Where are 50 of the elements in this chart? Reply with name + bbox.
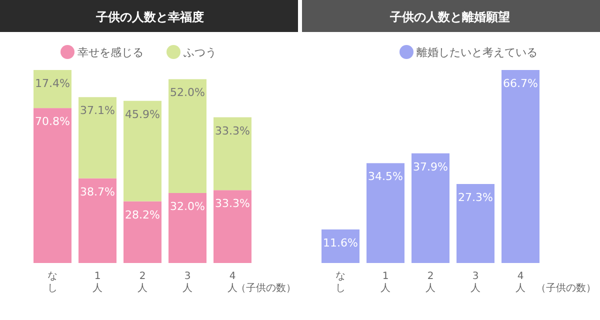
data-label: 52.0%	[170, 86, 205, 100]
bar	[456, 184, 494, 263]
bar	[502, 70, 540, 263]
chart-title: 子供の人数と離婚願望	[389, 10, 510, 24]
bar	[34, 108, 72, 263]
x-tick-label: 3人	[470, 271, 480, 294]
legend-label: 幸せを感じる	[78, 46, 144, 59]
x-axis-title: （子供の数）	[236, 283, 296, 294]
data-label: 33.3%	[215, 124, 250, 138]
x-tick-label: 1人	[92, 271, 102, 294]
bar	[214, 117, 252, 190]
legend-label: ふつう	[182, 46, 216, 59]
bar	[124, 201, 162, 263]
data-label: 37.9%	[413, 160, 448, 174]
x-tick-label: 2人	[426, 271, 436, 294]
bar	[34, 70, 72, 108]
x-tick-label: 3人	[182, 271, 192, 294]
data-label: 34.5%	[368, 170, 403, 184]
data-label: 37.1%	[80, 104, 115, 118]
x-tick-label: なし	[336, 271, 346, 294]
bar	[366, 163, 404, 263]
legend-item: 離婚したいと考えている	[400, 45, 538, 59]
bar	[124, 100, 162, 202]
bar	[168, 192, 206, 263]
chart-title: 子供の人数と幸福度	[95, 10, 204, 24]
data-label: 33.3%	[215, 197, 250, 210]
data-label: 45.9%	[125, 108, 160, 121]
data-label: 32.0%	[170, 200, 205, 213]
x-axis-title: （子供の数）	[536, 283, 596, 294]
data-label: 28.2%	[125, 208, 160, 222]
bar	[322, 229, 360, 263]
data-label: 11.6%	[323, 236, 358, 250]
data-label: 38.7%	[80, 185, 115, 198]
bar	[78, 97, 116, 178]
bar	[168, 79, 206, 193]
bar	[78, 178, 116, 263]
bar	[214, 190, 252, 263]
data-label: 70.8%	[35, 115, 70, 128]
data-label: 17.4%	[35, 77, 70, 90]
x-tick-label: 4人	[228, 271, 238, 294]
x-tick-label: 1人	[380, 271, 390, 294]
legend-label: 離婚したいと考えている	[416, 46, 538, 59]
bar	[412, 153, 450, 263]
x-tick-label: なし	[48, 271, 58, 294]
data-label: 27.3%	[458, 191, 493, 204]
x-tick-label: 4人	[516, 271, 526, 294]
legend-item: ふつう	[166, 45, 216, 59]
data-label: 66.7%	[503, 77, 538, 90]
legend-item: 幸せを感じる	[60, 45, 144, 59]
x-tick-label: 2人	[138, 271, 148, 294]
